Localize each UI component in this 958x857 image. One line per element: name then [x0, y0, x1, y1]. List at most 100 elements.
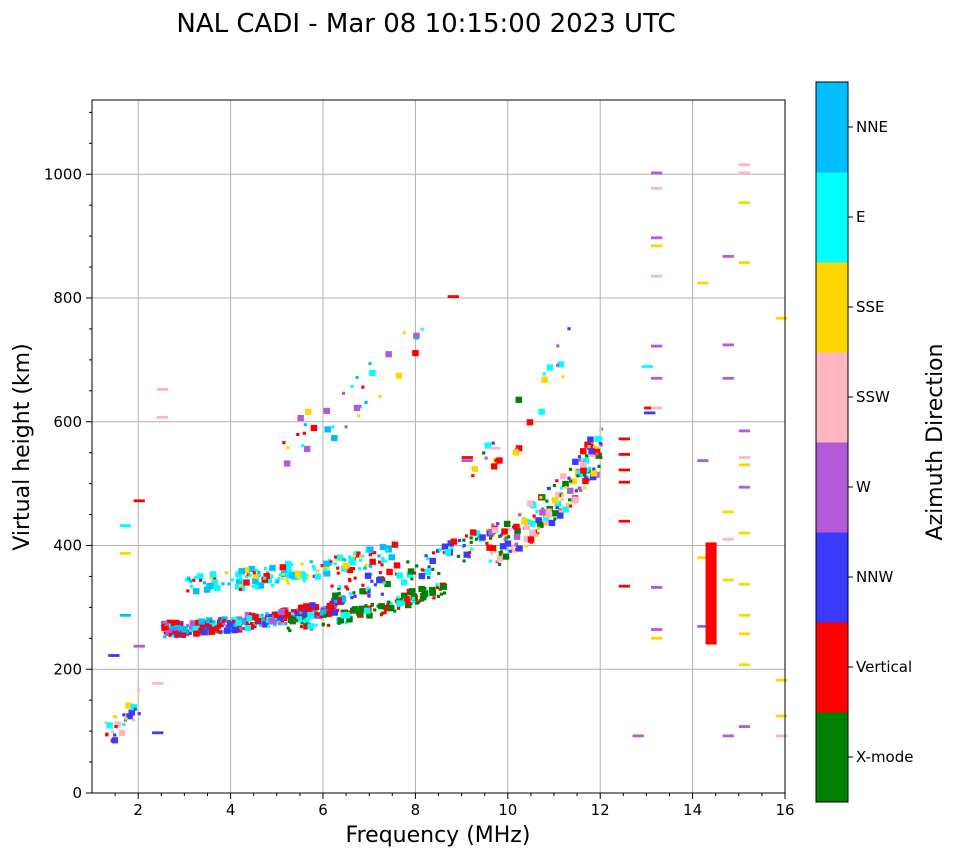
echo-mark — [506, 545, 510, 549]
echo-mark — [697, 281, 709, 285]
echo-mark — [231, 627, 239, 634]
echo-mark — [337, 591, 341, 595]
echo-mark — [284, 560, 292, 567]
echo-mark — [122, 713, 126, 717]
echo-mark — [283, 572, 287, 576]
echo-mark — [238, 568, 245, 575]
echo-mark — [383, 611, 387, 615]
echo-mark — [314, 612, 321, 619]
echo-mark — [284, 617, 288, 621]
echo-mark — [388, 554, 395, 561]
echo-mark — [303, 617, 310, 624]
echo-mark — [641, 365, 654, 368]
echo-mark — [566, 503, 570, 507]
echo-mark — [387, 600, 391, 604]
echo-mark — [338, 585, 342, 589]
echo-mark — [211, 631, 215, 635]
echo-mark — [359, 554, 363, 558]
echo-mark — [285, 566, 292, 573]
echo-mark — [429, 589, 436, 596]
echo-mark — [328, 558, 332, 562]
echo-mark — [201, 629, 208, 636]
echo-mark — [119, 613, 131, 617]
echo-mark — [258, 614, 262, 618]
echo-mark — [385, 545, 392, 552]
echo-mark — [192, 578, 196, 582]
echo-mark — [252, 578, 259, 585]
echo-mark — [248, 565, 255, 573]
echo-mark — [468, 551, 472, 555]
echo-mark — [435, 586, 439, 590]
echo-mark — [116, 724, 120, 728]
echo-mark — [738, 463, 751, 467]
grid-lines — [92, 100, 786, 794]
echo-mark — [538, 408, 545, 415]
echo-mark — [697, 625, 709, 628]
echo-mark — [618, 468, 630, 472]
echo-mark — [331, 609, 338, 616]
x-tick-label: 2 — [133, 801, 143, 819]
echo-mark — [412, 571, 417, 575]
echo-mark — [738, 663, 751, 667]
echo-mark — [369, 558, 376, 565]
echo-mark — [137, 688, 141, 692]
echo-mark — [363, 566, 367, 570]
echo-mark — [226, 621, 234, 628]
echo-mark — [471, 465, 479, 472]
echo-mark — [203, 586, 211, 593]
echo-mark — [555, 491, 562, 499]
echo-mark — [303, 623, 310, 630]
echo-mark — [738, 613, 751, 617]
echo-mark — [214, 625, 218, 629]
echo-mark — [163, 635, 167, 639]
x-tick-label: 6 — [318, 801, 328, 819]
echo-mark — [348, 555, 352, 559]
echo-mark — [411, 600, 415, 604]
x-tick-label: 4 — [226, 801, 236, 819]
echo-mark — [378, 560, 382, 564]
echo-mark — [521, 518, 528, 525]
echo-mark — [294, 570, 302, 577]
echo-mark — [436, 549, 440, 553]
echo-mark — [330, 584, 334, 588]
echo-mark — [651, 171, 663, 175]
echo-mark — [329, 560, 333, 564]
echo-mark — [323, 570, 331, 577]
echo-mark — [336, 571, 340, 575]
echo-mark — [503, 520, 511, 527]
echo-mark — [380, 592, 384, 596]
echo-mark — [411, 597, 415, 601]
echo-mark — [378, 394, 382, 398]
echo-mark — [352, 606, 359, 613]
echo-mark — [251, 624, 255, 628]
echo-mark — [393, 562, 401, 569]
echo-mark — [420, 593, 427, 600]
echo-mark — [491, 527, 499, 534]
echo-mark — [618, 480, 630, 484]
echo-mark — [186, 589, 190, 593]
echo-mark — [326, 610, 333, 617]
echo-mark — [279, 564, 287, 571]
echo-mark — [295, 616, 303, 623]
echo-mark — [297, 577, 301, 581]
echo-mark — [274, 611, 281, 618]
echo-mark — [473, 530, 481, 537]
echo-mark — [590, 470, 598, 477]
echo-mark — [225, 571, 229, 575]
echo-mark — [292, 621, 296, 625]
echo-mark — [255, 621, 259, 625]
echo-mark — [198, 627, 202, 631]
echo-mark — [529, 529, 536, 536]
echo-mark — [510, 546, 514, 550]
echo-mark — [334, 604, 338, 608]
echo-mark — [496, 522, 500, 526]
echo-mark — [259, 617, 267, 624]
echo-mark — [557, 361, 565, 368]
echo-mark — [515, 396, 522, 403]
echo-mark — [156, 415, 168, 419]
echo-mark — [579, 488, 583, 492]
echo-mark — [567, 476, 571, 480]
echo-mark — [474, 537, 479, 541]
echo-mark — [461, 456, 473, 459]
echo-mark — [361, 583, 365, 587]
